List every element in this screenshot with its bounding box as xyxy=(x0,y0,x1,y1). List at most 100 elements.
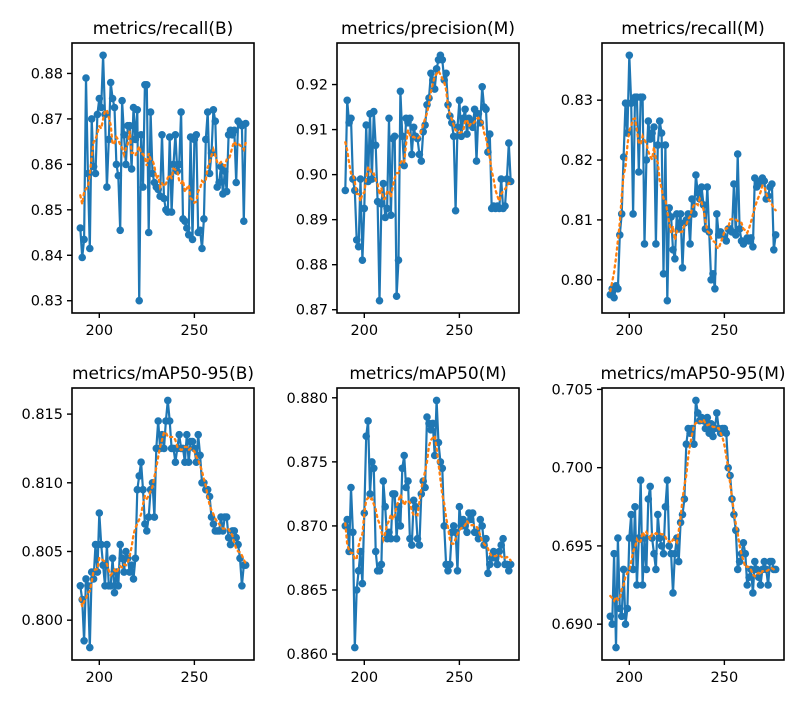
data-point xyxy=(621,620,630,628)
data-point xyxy=(141,520,149,528)
data-point xyxy=(118,554,126,563)
data-point xyxy=(472,157,481,165)
data-point xyxy=(617,210,626,218)
data-point xyxy=(406,114,414,123)
data-point xyxy=(612,643,620,652)
data-point xyxy=(499,534,507,543)
data-point xyxy=(370,107,378,116)
data-point xyxy=(82,575,90,583)
y-tick-label: 0.865 xyxy=(286,583,328,599)
data-point xyxy=(116,226,124,235)
data-point xyxy=(192,131,201,139)
data-point xyxy=(202,135,210,144)
data-point xyxy=(449,522,458,530)
data-point xyxy=(432,396,441,405)
data-point xyxy=(655,534,664,542)
data-point xyxy=(364,417,372,425)
data-point xyxy=(468,509,477,517)
data-point xyxy=(379,179,388,188)
data-point xyxy=(343,96,352,105)
data-point xyxy=(423,413,431,421)
data-point xyxy=(415,150,424,159)
data-point xyxy=(616,604,624,613)
data-point xyxy=(400,161,409,170)
data-point xyxy=(768,180,776,188)
data-point xyxy=(629,210,637,218)
axes-spines xyxy=(71,387,255,661)
data-point xyxy=(495,547,504,556)
y-tick-label: 0.800 xyxy=(21,613,63,629)
data-point xyxy=(108,554,117,563)
data-point xyxy=(360,204,369,213)
y-tick-label: 0.87 xyxy=(296,303,328,319)
y-tick-label: 0.695 xyxy=(551,539,593,555)
data-point xyxy=(409,123,418,132)
data-point xyxy=(139,183,147,191)
data-point xyxy=(356,175,365,183)
data-point xyxy=(133,106,142,114)
data-point xyxy=(139,485,147,494)
data-point xyxy=(240,217,248,225)
data-point xyxy=(625,51,634,60)
data-point xyxy=(652,565,660,574)
data-point xyxy=(484,569,492,578)
data-point xyxy=(739,539,748,547)
data-point xyxy=(733,150,742,158)
data-point xyxy=(429,419,437,428)
data-point xyxy=(682,440,691,449)
data-point xyxy=(129,575,138,583)
data-point xyxy=(440,522,449,530)
data-point xyxy=(354,567,363,575)
x-tick-label: 250 xyxy=(711,323,739,339)
plot-title-recall-m: metrics/recall(M) xyxy=(621,19,765,39)
data-point xyxy=(158,131,166,139)
y-tick-label: 0.690 xyxy=(551,617,593,633)
data-point xyxy=(390,490,399,498)
data-point xyxy=(406,534,414,543)
axes-spines xyxy=(601,387,785,661)
data-point xyxy=(230,527,239,535)
data-point xyxy=(146,108,155,116)
data-point xyxy=(133,485,142,494)
data-point xyxy=(99,561,107,569)
data-point xyxy=(732,231,740,239)
data-point xyxy=(688,195,696,203)
data-point xyxy=(648,129,656,137)
data-point xyxy=(623,604,632,613)
data-point xyxy=(678,264,687,272)
data-point xyxy=(110,588,119,597)
data-point xyxy=(394,256,403,265)
data-point xyxy=(396,522,405,530)
data-point xyxy=(183,430,191,439)
data-point xyxy=(741,549,750,558)
data-point xyxy=(760,557,769,566)
data-point xyxy=(432,65,441,73)
data-point xyxy=(688,424,696,433)
data-point xyxy=(154,417,162,425)
data-point xyxy=(674,557,683,566)
results-line xyxy=(79,54,247,302)
data-point xyxy=(446,560,454,569)
axes-spines xyxy=(336,387,520,661)
data-point xyxy=(230,126,239,135)
subplot-map5095-b: 0.800 0.805 0.810 0.815 200 250 xyxy=(21,387,255,686)
data-point xyxy=(221,167,229,175)
data-point xyxy=(493,560,502,569)
data-point xyxy=(381,502,390,511)
data-point xyxy=(150,513,159,521)
data-point xyxy=(169,160,178,169)
data-point xyxy=(95,94,104,103)
data-point xyxy=(453,567,462,575)
y-tick-label: 0.860 xyxy=(286,647,328,663)
data-point xyxy=(754,573,763,581)
y-tick-label: 0.700 xyxy=(551,461,593,477)
data-point xyxy=(194,430,202,439)
data-point xyxy=(474,534,483,543)
data-point xyxy=(417,157,426,165)
data-point xyxy=(707,276,715,284)
data-point xyxy=(642,156,651,164)
data-point xyxy=(442,69,450,78)
data-point xyxy=(106,78,115,87)
data-point xyxy=(671,254,679,263)
